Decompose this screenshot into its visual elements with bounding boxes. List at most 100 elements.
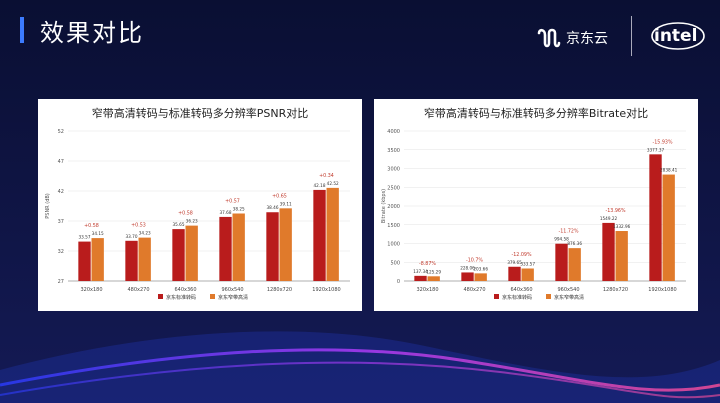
psnr-chart-panel: 窄带高清转码与标准转码多分辨率PSNR对比 27 32 37 42 47 52 PSNR (…: [38, 99, 362, 311]
jd-cloud-logo: 京东云: [536, 24, 608, 52]
bar-data-label: 38.46: [267, 205, 279, 210]
bar-narrowband: [615, 231, 628, 281]
delta-label: -11.72%: [558, 229, 578, 235]
bar-data-label: 38.25: [233, 207, 245, 212]
intel-logo-text: intel: [654, 26, 698, 46]
y-tick-label: 32: [58, 249, 64, 255]
bar-standard: [125, 240, 138, 281]
bar-data-label: 34.23: [139, 231, 151, 236]
legend-label: 京东标准转码: [166, 294, 196, 301]
y-axis-label: PSNR (dB): [45, 193, 51, 219]
bar-narrowband: [662, 174, 675, 281]
bar-data-label: 994.58: [554, 237, 569, 242]
delta-label: +0.34: [319, 173, 334, 179]
legend-swatch: [210, 294, 215, 299]
bar-narrowband: [232, 213, 245, 281]
x-tick-label: 1280x720: [603, 287, 628, 293]
y-tick-label: 2000: [387, 204, 400, 210]
y-tick-label: 4000: [387, 129, 400, 135]
y-tick-label: 1500: [387, 223, 400, 229]
bitrate-chart: 0 500 1000 1500 2000 2500 3000 3500 4000 Bitrate …: [381, 129, 686, 301]
y-tick-label: 2500: [387, 185, 400, 191]
bar-narrowband: [91, 238, 104, 281]
y-tick-label: 42: [58, 189, 64, 195]
bar-narrowband: [521, 268, 534, 281]
bar-standard: [219, 216, 232, 281]
bar-data-label: 125.29: [426, 269, 441, 274]
bar-data-label: 37.68: [220, 210, 232, 215]
bar-narrowband: [138, 237, 151, 281]
y-tick-label: 47: [58, 159, 64, 165]
delta-label: -13.96%: [605, 208, 625, 214]
delta-label: -15.93%: [652, 139, 672, 145]
x-tick-label: 640x360: [174, 287, 196, 293]
bar-standard: [313, 189, 326, 281]
bar-data-label: 36.23: [186, 219, 198, 224]
bar-standard: [602, 222, 615, 281]
bar-standard: [508, 266, 521, 281]
psnr-chart-title: 窄带高清转码与标准转码多分辨率PSNR对比: [91, 107, 309, 120]
bar-data-label: 39.11: [280, 201, 292, 206]
bar-standard: [555, 243, 568, 281]
bar-standard: [461, 272, 474, 281]
y-tick-label: 27: [58, 279, 64, 285]
jd-cloud-logo-text: 京东云: [566, 31, 608, 47]
legend-swatch: [158, 294, 163, 299]
bar-data-label: 228.06: [460, 265, 475, 270]
y-tick-label: 3500: [387, 148, 400, 154]
bar-data-label: 33.70: [126, 234, 138, 239]
jd-cloud-mark-icon: [537, 28, 561, 48]
delta-label: +0.57: [225, 199, 240, 205]
bar-standard: [266, 212, 279, 281]
bar-data-label: 203.66: [473, 266, 488, 271]
bar-data-label: 3377.37: [647, 147, 665, 152]
intel-logo: intel: [650, 20, 706, 52]
bar-data-label: 2838.41: [660, 168, 678, 173]
x-tick-label: 480x270: [127, 287, 149, 293]
bar-data-label: 1549.22: [600, 216, 618, 221]
bar-standard: [78, 241, 91, 281]
delta-label: +0.65: [272, 193, 287, 199]
x-tick-label: 1920x1080: [648, 287, 676, 293]
y-tick-label: 37: [58, 219, 64, 225]
x-tick-label: 1280x720: [267, 287, 292, 293]
legend-label: 京东窄带高清: [218, 294, 248, 301]
x-tick-label: 320x180: [80, 287, 102, 293]
bar-standard: [414, 275, 427, 281]
bar-standard: [172, 229, 185, 281]
legend-label: 京东标准转码: [502, 294, 532, 301]
y-axis-label: Bitrate (kbps): [381, 189, 387, 223]
bar-data-label: 34.15: [92, 231, 104, 236]
y-tick-label: 500: [390, 260, 400, 266]
delta-label: -10.7%: [466, 257, 483, 263]
logo-divider: [631, 16, 632, 56]
bar-data-label: 33.57: [79, 235, 91, 240]
legend-swatch: [494, 294, 499, 299]
bar-data-label: 137.34: [413, 269, 428, 274]
intel-swoosh-icon: [651, 22, 705, 50]
bar-narrowband: [279, 208, 292, 281]
x-tick-label: 960x540: [557, 287, 579, 293]
x-tick-label: 960x540: [221, 287, 243, 293]
legend-label: 京东窄带高清: [554, 294, 584, 301]
x-tick-label: 480x270: [463, 287, 485, 293]
bar-narrowband: [474, 273, 487, 281]
bar-narrowband: [568, 248, 581, 281]
bar-data-label: 379.65: [507, 260, 522, 265]
bitrate-chart-title: 窄带高清转码与标准转码多分辨率Bitrate对比: [423, 107, 649, 120]
x-tick-label: 640x360: [510, 287, 532, 293]
bar-data-label: 42.52: [327, 181, 339, 186]
x-tick-label: 1920x1080: [312, 287, 340, 293]
bar-data-label: 333.57: [520, 261, 535, 266]
y-tick-label: 1000: [387, 242, 400, 248]
bar-standard: [649, 154, 662, 281]
bar-data-label: 42.18: [314, 183, 326, 188]
delta-label: -8.87%: [419, 261, 436, 267]
y-tick-label: 0: [397, 279, 400, 285]
bar-data-label: 876.36: [567, 241, 582, 246]
title-accent-bar: [20, 17, 24, 43]
delta-label: +0.58: [84, 223, 99, 229]
bar-data-label: 35.65: [173, 222, 185, 227]
delta-label: -12.09%: [511, 252, 531, 258]
